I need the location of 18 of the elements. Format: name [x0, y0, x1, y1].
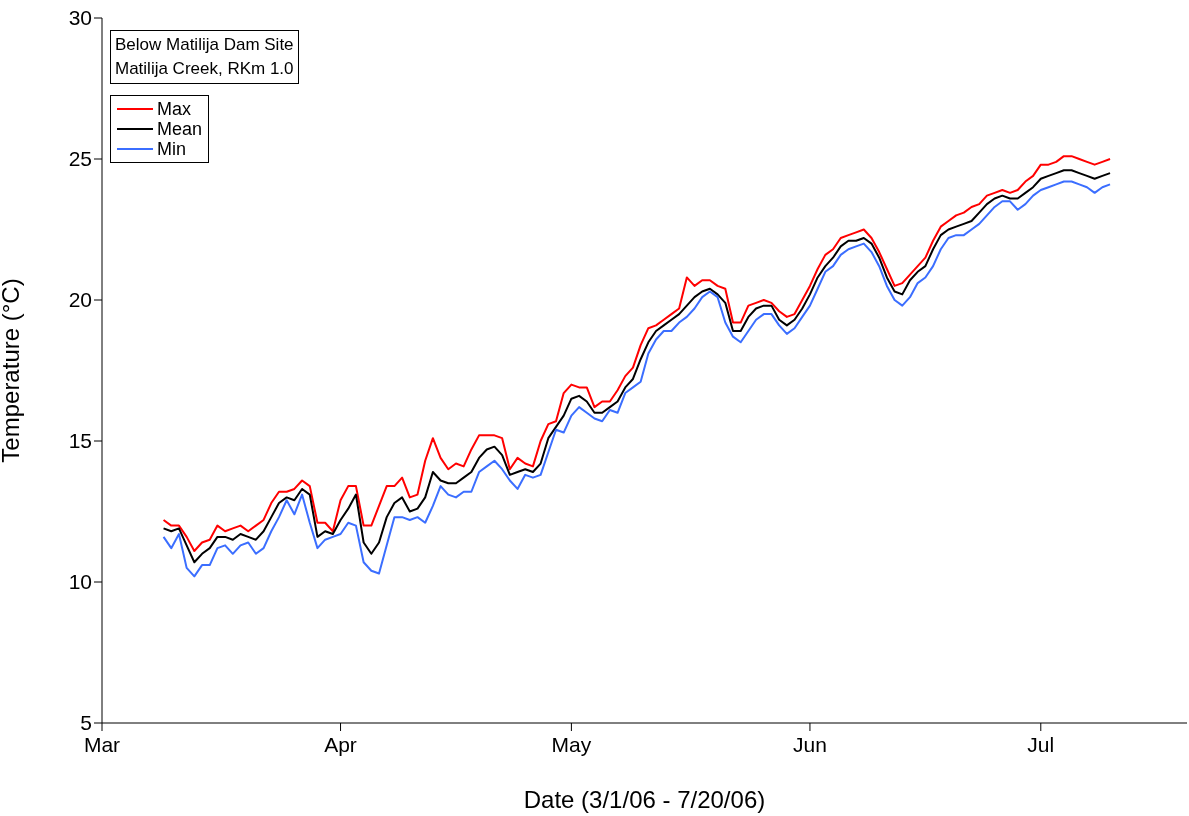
- x-tick-label: Apr: [324, 732, 357, 756]
- y-tick-label: 15: [68, 429, 92, 453]
- x-tick-label: May: [551, 732, 592, 756]
- y-tick-label: 25: [68, 147, 92, 171]
- x-tick-label: Jun: [793, 732, 827, 756]
- legend-label: Mean: [157, 119, 203, 139]
- x-tick-label: Jul: [1027, 732, 1055, 756]
- legend-label: Max: [157, 99, 192, 119]
- y-axis-title: Temperature (°C): [0, 278, 24, 463]
- y-tick-label: 20: [68, 288, 92, 312]
- text: Matilija Creek, RKm 1.0: [115, 58, 294, 80]
- text: Below Matilija Dam Site: [115, 34, 294, 56]
- x-axis-title: Date (3/1/06 - 7/20/06): [523, 786, 766, 813]
- y-tick-label: 5: [80, 711, 92, 735]
- x-tick-label: Mar: [83, 732, 121, 756]
- y-tick-label: 10: [68, 570, 92, 594]
- legend-label: Min: [157, 139, 187, 159]
- y-tick-label: 30: [68, 6, 92, 30]
